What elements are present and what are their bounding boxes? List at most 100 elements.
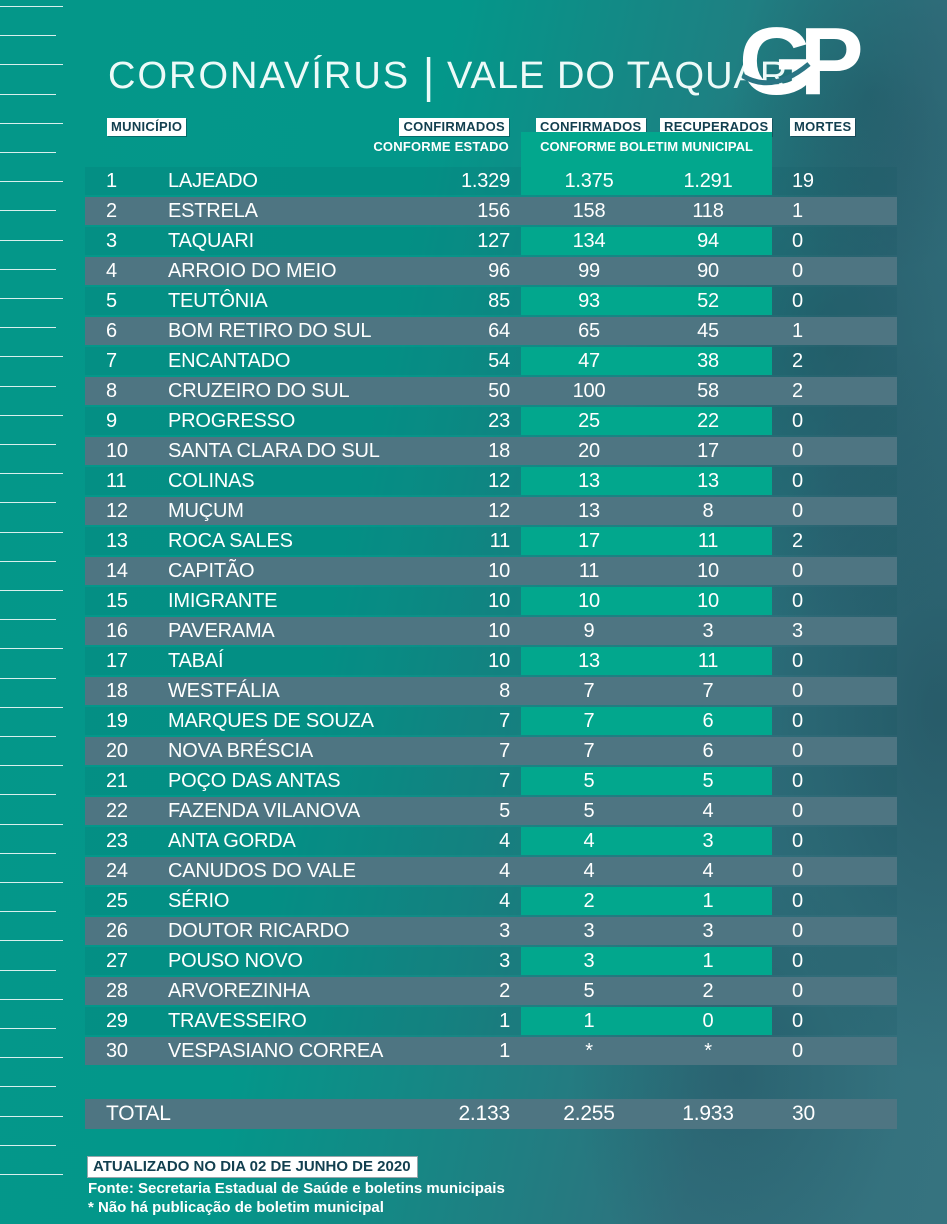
- municipality-name: PAVERAMA: [168, 620, 275, 642]
- confirmed-municipal-value: 1.375: [564, 170, 614, 192]
- deaths-value: 1: [792, 200, 803, 222]
- deaths-value: 0: [792, 770, 803, 792]
- deaths-value: 2: [792, 350, 803, 372]
- table-row: 20 NOVA BRÉSCIA 7 7 6 0: [85, 737, 897, 765]
- margin-line: [0, 590, 63, 591]
- margin-line: [0, 823, 63, 825]
- municipalities-table: 1 LAJEADO 1.329 1.375 1.291 19 2 ESTRELA 156 158 1…: [85, 167, 897, 1129]
- recovered-value: 3: [702, 620, 714, 642]
- confirmed-municipal-value: 100: [572, 380, 606, 402]
- confirmed-municipal-value: 10: [578, 590, 600, 612]
- confirmed-municipal-value: 5: [583, 770, 595, 792]
- confirmed-state-value: 127: [477, 230, 510, 252]
- margin-line: [0, 268, 56, 270]
- table-row: 4 ARROIO DO MEIO 96 99 90 0: [85, 257, 897, 285]
- recovered-value: 38: [697, 350, 719, 372]
- municipal-highlight: [521, 947, 772, 975]
- confirmed-state-value: 10: [488, 560, 510, 582]
- table-row: 9 PROGRESSO 23 25 22 0: [85, 407, 897, 435]
- deaths-value: 0: [792, 500, 803, 522]
- page-title: CORONAVÍRUS | VALE DO TAQUARI: [108, 48, 800, 102]
- source-label: Fonte: Secretaria Estadual de Saúde e bo…: [88, 1180, 505, 1197]
- margin-line: [0, 122, 63, 124]
- table-row: 23 ANTA GORDA 4 4 3 0: [85, 827, 897, 855]
- margin-line: [0, 882, 63, 883]
- table-row: 2 ESTRELA 156 158 118 1: [85, 197, 897, 225]
- margin-line: [0, 473, 63, 475]
- title-separator: |: [423, 48, 435, 103]
- row-rank: 20: [106, 740, 128, 762]
- municipality-name: LAJEADO: [168, 170, 258, 192]
- municipal-highlight: [521, 287, 772, 315]
- total-label: TOTAL: [106, 1102, 171, 1125]
- header-recuperados: RECUPERADOS: [660, 118, 773, 136]
- confirmed-state-value: 7: [499, 740, 510, 762]
- header-boletim-municipal-band: CONFORME BOLETIM MUNICIPAL: [521, 132, 772, 167]
- recovered-value: 90: [697, 260, 719, 282]
- municipal-highlight: [521, 647, 772, 675]
- deaths-value: 3: [792, 620, 803, 642]
- deaths-value: 0: [792, 290, 803, 312]
- municipality-name: NOVA BRÉSCIA: [168, 740, 314, 762]
- confirmed-state-value: 156: [477, 200, 510, 222]
- table-row: 1 LAJEADO 1.329 1.375 1.291 19: [85, 167, 897, 195]
- margin-line: [0, 6, 63, 7]
- margin-line: [0, 181, 63, 183]
- confirmed-state-value: 11: [489, 530, 511, 552]
- recovered-value: *: [704, 1040, 712, 1062]
- deaths-value: 2: [792, 380, 803, 402]
- municipal-highlight: [521, 167, 772, 195]
- confirmed-state-value: 23: [488, 410, 510, 432]
- row-rank: 29: [106, 1010, 128, 1032]
- header-mortes: MORTES: [790, 118, 856, 136]
- row-rank: 10: [106, 440, 128, 462]
- table-row: 10 SANTA CLARA DO SUL 18 20 17 0: [85, 437, 897, 465]
- margin-line: [0, 911, 56, 913]
- confirmed-state-value: 64: [488, 320, 510, 342]
- municipality-name: POUSO NOVO: [168, 950, 303, 972]
- deaths-value: 0: [792, 800, 803, 822]
- margin-line: [0, 794, 56, 796]
- confirmed-municipal-value: 158: [572, 200, 606, 222]
- table-row: 26 DOUTOR RICARDO 3 3 3 0: [85, 917, 897, 945]
- row-rank: 2: [106, 200, 117, 222]
- table-row: 19 MARQUES DE SOUZA 7 7 6 0: [85, 707, 897, 735]
- confirmed-municipal-value: 9: [583, 620, 595, 642]
- margin-line: [0, 502, 56, 504]
- margin-line: [0, 1086, 56, 1088]
- margin-line: [0, 677, 56, 679]
- deaths-value: 0: [792, 650, 803, 672]
- recovered-value: 1.291: [683, 170, 733, 192]
- municipality-name: PROGRESSO: [168, 410, 296, 432]
- confirmed-state-value: 4: [499, 860, 510, 882]
- confirmed-state-value: 1: [499, 1040, 510, 1062]
- margin-line: [0, 998, 63, 1000]
- recovered-value: 11: [697, 650, 719, 672]
- margin-line: [0, 64, 63, 66]
- row-rank: 23: [106, 830, 128, 852]
- confirmed-municipal-value: 65: [578, 320, 600, 342]
- row-rank: 17: [106, 650, 128, 672]
- confirmed-municipal-value: 13: [578, 650, 600, 672]
- row-rank: 7: [106, 350, 117, 372]
- total-deaths: 30: [792, 1102, 815, 1125]
- table-row: 25 SÉRIO 4 2 1 0: [85, 887, 897, 915]
- recovered-value: 11: [697, 530, 719, 552]
- margin-line: [0, 385, 56, 387]
- table-row: 24 CANUDOS DO VALE 4 4 4 0: [85, 857, 897, 885]
- recovered-value: 10: [697, 560, 719, 582]
- table-row: 14 CAPITÃO 10 11 10 0: [85, 557, 897, 585]
- confirmed-municipal-value: 2: [583, 890, 595, 912]
- row-rank: 16: [106, 620, 128, 642]
- confirmed-state-value: 8: [499, 680, 510, 702]
- municipality-name: SÉRIO: [168, 890, 230, 912]
- margin-line: [0, 619, 56, 621]
- deaths-value: 0: [792, 410, 803, 432]
- municipality-name: DOUTOR RICARDO: [168, 920, 350, 942]
- deaths-value: 0: [792, 950, 803, 972]
- margin-line: [0, 1115, 63, 1117]
- municipality-name: POÇO DAS ANTAS: [168, 770, 341, 792]
- confirmed-state-value: 7: [499, 770, 510, 792]
- confirmed-municipal-value: 20: [578, 440, 600, 462]
- municipal-highlight: [521, 707, 772, 735]
